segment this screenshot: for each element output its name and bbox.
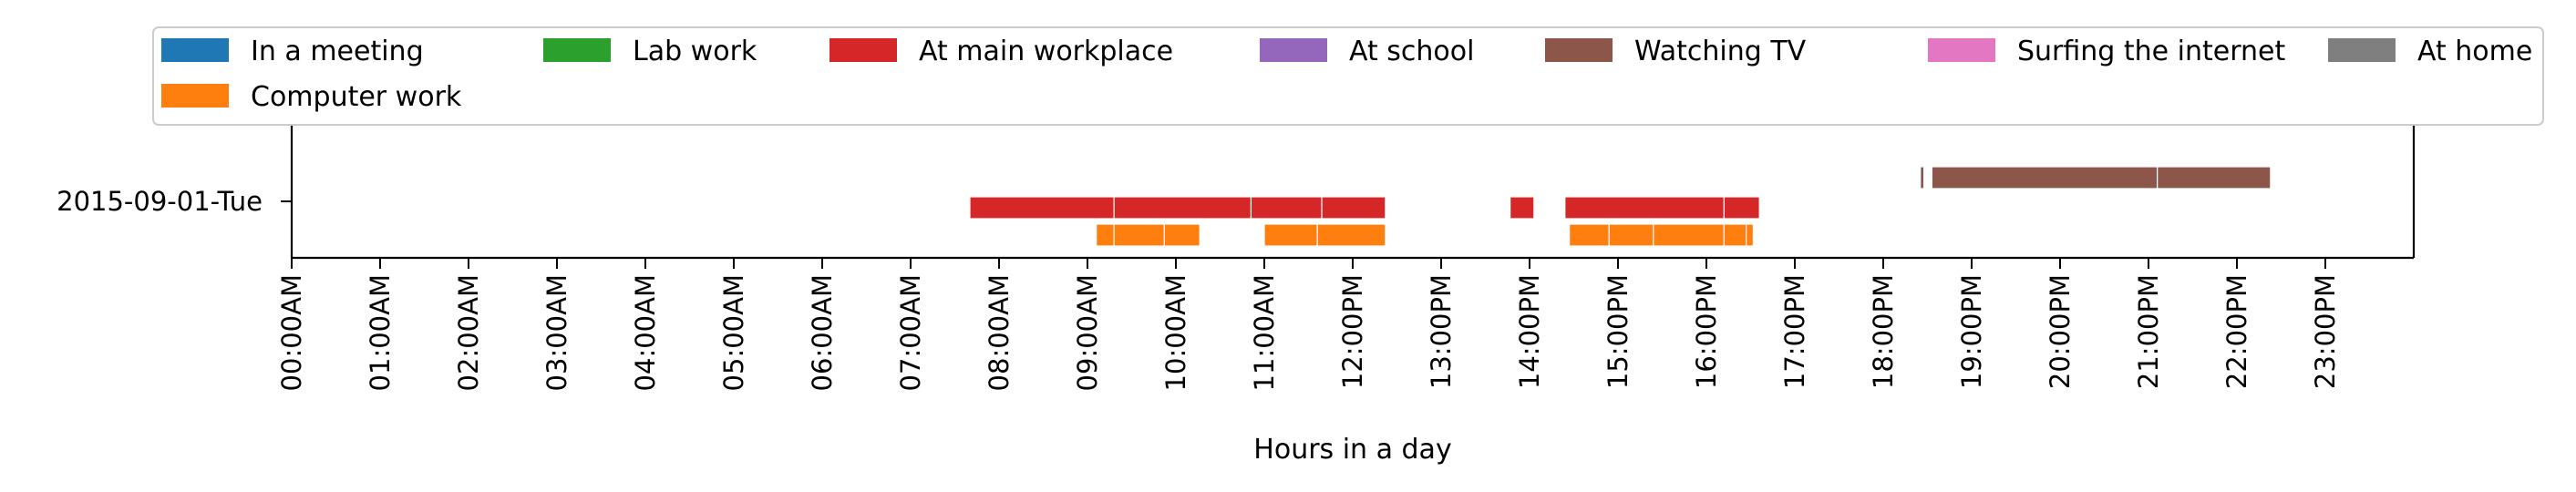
legend-label: In a meeting — [251, 36, 424, 67]
legend-swatch — [2328, 38, 2396, 62]
activity-bar — [1316, 223, 1386, 247]
activity-bar — [1746, 223, 1755, 247]
x-tick-label: 15:00PM — [1602, 274, 1633, 389]
legend-swatch — [1260, 38, 1327, 62]
x-tick-label: 10:00AM — [1160, 274, 1191, 391]
y-axis-ticks: 2015-09-01-Tue — [57, 186, 292, 217]
x-tick-label: 13:00PM — [1426, 274, 1457, 389]
legend-swatch — [543, 38, 611, 62]
legend-label: At home — [2417, 36, 2532, 67]
legend-label: Watching TV — [1634, 36, 1807, 67]
activity-bar — [1920, 166, 1925, 190]
legend-label: At school — [1349, 36, 1474, 67]
activity-bar — [1263, 223, 1318, 247]
legend-label: Computer work — [251, 81, 462, 113]
legend-label: At main workplace — [919, 36, 1173, 67]
x-axis-label: Hours in a day — [1253, 434, 1451, 466]
y-tick-label: 2015-09-01-Tue — [57, 186, 263, 217]
x-tick-label: 18:00PM — [1868, 274, 1899, 389]
activity-bar — [1321, 196, 1386, 220]
x-tick-label: 19:00PM — [1956, 274, 1987, 389]
activity-bar — [1113, 223, 1165, 247]
activity-bar — [1608, 223, 1654, 247]
x-tick-label: 04:00AM — [630, 274, 661, 391]
legend: In a meeting Lab work At main workplace At … — [152, 26, 2544, 126]
x-tick-label: 07:00AM — [895, 274, 926, 391]
x-tick-label: 20:00PM — [2045, 274, 2076, 389]
legend-swatch — [161, 38, 229, 62]
activity-bar — [1653, 223, 1726, 247]
activity-bar — [1113, 196, 1252, 220]
activity-bar — [1931, 166, 2159, 190]
activity-bar — [1723, 196, 1760, 220]
x-tick-label: 22:00PM — [2221, 274, 2252, 389]
legend-swatch — [829, 38, 897, 62]
x-tick-label: 08:00AM — [984, 274, 1015, 391]
x-tick-label: 21:00PM — [2133, 274, 2164, 389]
activity-bar — [1250, 196, 1323, 220]
x-tick-label: 06:00AM — [807, 274, 838, 391]
x-tick-label: 01:00AM — [365, 274, 396, 391]
legend-label: Lab work — [633, 36, 757, 67]
x-tick-label: 12:00PM — [1337, 274, 1368, 389]
x-tick-label: 00:00AM — [276, 274, 307, 391]
activity-bar — [969, 196, 1115, 220]
activity-bar — [1510, 196, 1535, 220]
activity-bar — [1564, 196, 1726, 220]
x-tick-label: 05:00AM — [718, 274, 749, 391]
activity-bar — [1569, 223, 1610, 247]
x-tick-label: 14:00PM — [1514, 274, 1545, 389]
legend-swatch — [1928, 38, 1995, 62]
legend-swatch — [161, 84, 229, 108]
activity-bars — [969, 166, 2272, 247]
x-axis-ticks: 00:00AM 01:00AM 02:00AM 03:00AM 04:00AM 05:00… — [276, 258, 2341, 391]
x-tick-label: 23:00PM — [2310, 274, 2341, 389]
x-tick-label: 09:00AM — [1072, 274, 1103, 391]
activity-bar — [1723, 223, 1747, 247]
x-tick-label: 03:00AM — [541, 274, 572, 391]
x-tick-label: 17:00PM — [1779, 274, 1810, 389]
legend-label: Surfing the internet — [2017, 36, 2285, 67]
x-tick-label: 16:00PM — [1691, 274, 1722, 389]
activity-bar — [2157, 166, 2272, 190]
activity-bar — [1163, 223, 1200, 247]
x-tick-label: 11:00AM — [1249, 274, 1280, 391]
legend-swatch — [1545, 38, 1613, 62]
activity-bar — [1096, 223, 1115, 247]
x-tick-label: 02:00AM — [453, 274, 484, 391]
